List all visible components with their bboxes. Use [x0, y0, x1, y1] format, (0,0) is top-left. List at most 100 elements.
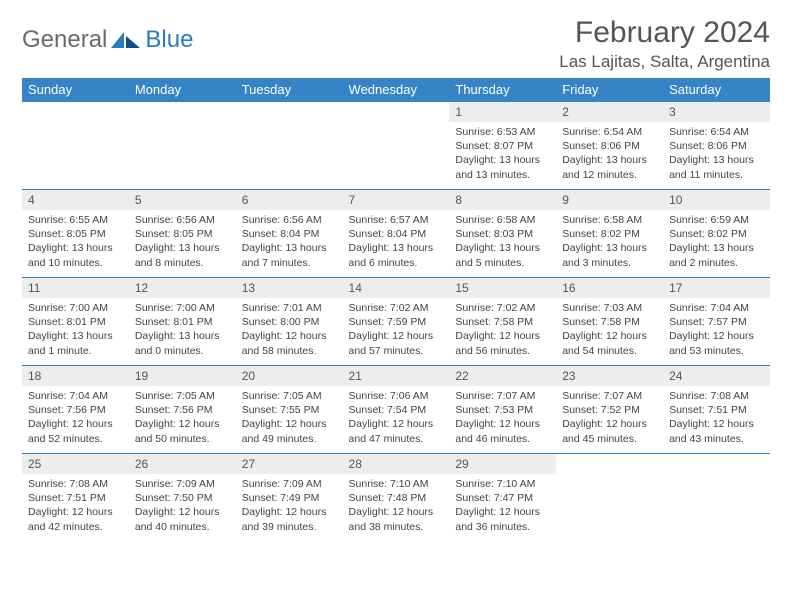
day-info: Sunrise: 6:58 AMSunset: 8:03 PMDaylight:… [449, 210, 556, 274]
day-number: 8 [449, 190, 556, 210]
calendar-day-cell: 13Sunrise: 7:01 AMSunset: 8:00 PMDayligh… [236, 278, 343, 366]
logo: General Blue [22, 16, 193, 54]
calendar-empty-cell [129, 102, 236, 190]
day-number: 22 [449, 366, 556, 386]
day-number: 15 [449, 278, 556, 298]
calendar-day-cell: 25Sunrise: 7:08 AMSunset: 7:51 PMDayligh… [22, 454, 129, 542]
day-info: Sunrise: 7:07 AMSunset: 7:52 PMDaylight:… [556, 386, 663, 450]
day-info: Sunrise: 7:09 AMSunset: 7:50 PMDaylight:… [129, 474, 236, 538]
day-info: Sunrise: 6:58 AMSunset: 8:02 PMDaylight:… [556, 210, 663, 274]
day-number: 27 [236, 454, 343, 474]
day-number: 29 [449, 454, 556, 474]
day-info: Sunrise: 7:10 AMSunset: 7:47 PMDaylight:… [449, 474, 556, 538]
day-info: Sunrise: 7:00 AMSunset: 8:01 PMDaylight:… [129, 298, 236, 362]
day-info: Sunrise: 7:03 AMSunset: 7:58 PMDaylight:… [556, 298, 663, 362]
weekday-header: Sunday [22, 78, 129, 102]
day-number: 3 [663, 102, 770, 122]
calendar-week-row: 11Sunrise: 7:00 AMSunset: 8:01 PMDayligh… [22, 278, 770, 366]
calendar-header-row: SundayMondayTuesdayWednesdayThursdayFrid… [22, 78, 770, 102]
calendar-day-cell: 29Sunrise: 7:10 AMSunset: 7:47 PMDayligh… [449, 454, 556, 542]
calendar-day-cell: 3Sunrise: 6:54 AMSunset: 8:06 PMDaylight… [663, 102, 770, 190]
day-number: 17 [663, 278, 770, 298]
calendar-day-cell: 20Sunrise: 7:05 AMSunset: 7:55 PMDayligh… [236, 366, 343, 454]
day-number: 19 [129, 366, 236, 386]
weekday-header: Saturday [663, 78, 770, 102]
day-info: Sunrise: 7:02 AMSunset: 7:58 PMDaylight:… [449, 298, 556, 362]
logo-sail-icon [111, 31, 141, 49]
calendar-day-cell: 9Sunrise: 6:58 AMSunset: 8:02 PMDaylight… [556, 190, 663, 278]
day-number: 6 [236, 190, 343, 210]
calendar-empty-cell [343, 102, 450, 190]
day-number: 23 [556, 366, 663, 386]
calendar-day-cell: 17Sunrise: 7:04 AMSunset: 7:57 PMDayligh… [663, 278, 770, 366]
day-number: 14 [343, 278, 450, 298]
calendar-day-cell: 19Sunrise: 7:05 AMSunset: 7:56 PMDayligh… [129, 366, 236, 454]
day-number: 11 [22, 278, 129, 298]
day-info: Sunrise: 7:08 AMSunset: 7:51 PMDaylight:… [22, 474, 129, 538]
day-number: 10 [663, 190, 770, 210]
calendar-day-cell: 6Sunrise: 6:56 AMSunset: 8:04 PMDaylight… [236, 190, 343, 278]
day-info: Sunrise: 7:05 AMSunset: 7:55 PMDaylight:… [236, 386, 343, 450]
day-number: 5 [129, 190, 236, 210]
day-number: 2 [556, 102, 663, 122]
logo-text-general: General [22, 26, 107, 54]
day-info: Sunrise: 7:09 AMSunset: 7:49 PMDaylight:… [236, 474, 343, 538]
calendar-day-cell: 7Sunrise: 6:57 AMSunset: 8:04 PMDaylight… [343, 190, 450, 278]
logo-text-blue: Blue [145, 26, 193, 54]
day-info: Sunrise: 6:56 AMSunset: 8:05 PMDaylight:… [129, 210, 236, 274]
day-number: 20 [236, 366, 343, 386]
day-info: Sunrise: 7:06 AMSunset: 7:54 PMDaylight:… [343, 386, 450, 450]
title-block: February 2024 Las Lajitas, Salta, Argent… [559, 16, 770, 72]
day-number: 1 [449, 102, 556, 122]
day-number: 24 [663, 366, 770, 386]
day-number: 18 [22, 366, 129, 386]
calendar-empty-cell [556, 454, 663, 542]
calendar-day-cell: 18Sunrise: 7:04 AMSunset: 7:56 PMDayligh… [22, 366, 129, 454]
calendar-empty-cell [663, 454, 770, 542]
day-info: Sunrise: 6:53 AMSunset: 8:07 PMDaylight:… [449, 122, 556, 186]
day-info: Sunrise: 7:07 AMSunset: 7:53 PMDaylight:… [449, 386, 556, 450]
calendar-day-cell: 21Sunrise: 7:06 AMSunset: 7:54 PMDayligh… [343, 366, 450, 454]
weekday-header: Tuesday [236, 78, 343, 102]
calendar-table: SundayMondayTuesdayWednesdayThursdayFrid… [22, 78, 770, 542]
calendar-day-cell: 5Sunrise: 6:56 AMSunset: 8:05 PMDaylight… [129, 190, 236, 278]
calendar-day-cell: 14Sunrise: 7:02 AMSunset: 7:59 PMDayligh… [343, 278, 450, 366]
day-number: 4 [22, 190, 129, 210]
day-info: Sunrise: 7:01 AMSunset: 8:00 PMDaylight:… [236, 298, 343, 362]
calendar-week-row: 1Sunrise: 6:53 AMSunset: 8:07 PMDaylight… [22, 102, 770, 190]
calendar-week-row: 25Sunrise: 7:08 AMSunset: 7:51 PMDayligh… [22, 454, 770, 542]
day-number: 7 [343, 190, 450, 210]
calendar-day-cell: 22Sunrise: 7:07 AMSunset: 7:53 PMDayligh… [449, 366, 556, 454]
day-number: 21 [343, 366, 450, 386]
calendar-day-cell: 12Sunrise: 7:00 AMSunset: 8:01 PMDayligh… [129, 278, 236, 366]
calendar-day-cell: 28Sunrise: 7:10 AMSunset: 7:48 PMDayligh… [343, 454, 450, 542]
day-info: Sunrise: 6:56 AMSunset: 8:04 PMDaylight:… [236, 210, 343, 274]
calendar-week-row: 18Sunrise: 7:04 AMSunset: 7:56 PMDayligh… [22, 366, 770, 454]
day-number: 13 [236, 278, 343, 298]
day-info: Sunrise: 6:54 AMSunset: 8:06 PMDaylight:… [663, 122, 770, 186]
location-label: Las Lajitas, Salta, Argentina [559, 52, 770, 72]
day-info: Sunrise: 7:08 AMSunset: 7:51 PMDaylight:… [663, 386, 770, 450]
calendar-day-cell: 16Sunrise: 7:03 AMSunset: 7:58 PMDayligh… [556, 278, 663, 366]
calendar-day-cell: 10Sunrise: 6:59 AMSunset: 8:02 PMDayligh… [663, 190, 770, 278]
day-number: 9 [556, 190, 663, 210]
day-info: Sunrise: 7:04 AMSunset: 7:56 PMDaylight:… [22, 386, 129, 450]
calendar-day-cell: 24Sunrise: 7:08 AMSunset: 7:51 PMDayligh… [663, 366, 770, 454]
calendar-day-cell: 1Sunrise: 6:53 AMSunset: 8:07 PMDaylight… [449, 102, 556, 190]
day-info: Sunrise: 6:55 AMSunset: 8:05 PMDaylight:… [22, 210, 129, 274]
day-number: 28 [343, 454, 450, 474]
calendar-day-cell: 23Sunrise: 7:07 AMSunset: 7:52 PMDayligh… [556, 366, 663, 454]
weekday-header: Wednesday [343, 78, 450, 102]
calendar-empty-cell [236, 102, 343, 190]
header: General Blue February 2024 Las Lajitas, … [22, 16, 770, 72]
calendar-day-cell: 11Sunrise: 7:00 AMSunset: 8:01 PMDayligh… [22, 278, 129, 366]
month-title: February 2024 [559, 16, 770, 50]
day-number: 25 [22, 454, 129, 474]
day-info: Sunrise: 6:59 AMSunset: 8:02 PMDaylight:… [663, 210, 770, 274]
weekday-header: Monday [129, 78, 236, 102]
calendar-day-cell: 27Sunrise: 7:09 AMSunset: 7:49 PMDayligh… [236, 454, 343, 542]
day-info: Sunrise: 7:10 AMSunset: 7:48 PMDaylight:… [343, 474, 450, 538]
day-number: 26 [129, 454, 236, 474]
calendar-day-cell: 8Sunrise: 6:58 AMSunset: 8:03 PMDaylight… [449, 190, 556, 278]
weekday-header: Friday [556, 78, 663, 102]
